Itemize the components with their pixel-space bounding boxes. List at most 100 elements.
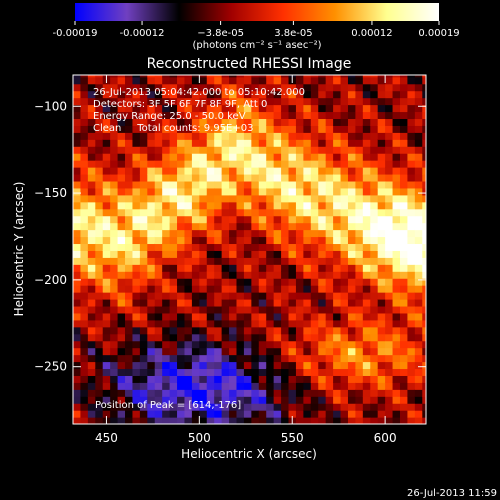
heatmap-cell: [95, 403, 104, 411]
heatmap-cell: [347, 347, 356, 356]
heatmap-cell: [221, 354, 230, 363]
heatmap-cell: [295, 76, 304, 85]
heatmap-cell: [303, 292, 312, 300]
heatmap-cell: [295, 75, 304, 78]
heatmap-cell: [251, 236, 260, 245]
heatmap-cell: [206, 403, 215, 411]
heatmap-cell: [340, 83, 349, 92]
heatmap-cell: [110, 125, 119, 133]
heatmap-cell: [199, 76, 208, 85]
heatmap-cell: [214, 410, 223, 418]
heatmap-cell: [80, 201, 89, 210]
heatmap-cell: [177, 180, 186, 189]
heatmap-cell: [243, 396, 252, 404]
heatmap-cell: [399, 146, 409, 154]
heatmap-cell: [117, 347, 126, 356]
heatmap-cell: [199, 340, 208, 349]
heatmap-cell: [206, 333, 215, 342]
heatmap-cell: [229, 76, 238, 85]
heatmap-cell: [229, 368, 238, 376]
heatmap-cell: [407, 375, 416, 383]
heatmap-cell: [132, 118, 141, 126]
heatmap-cell: [362, 173, 371, 182]
heatmap-cell: [370, 229, 379, 238]
heatmap-cell: [236, 375, 245, 383]
heatmap-cell: [295, 208, 304, 217]
heatmap-cell: [355, 83, 364, 92]
heatmap-cell: [87, 173, 96, 182]
y-axis-label: Heliocentric Y (arcsec): [12, 182, 26, 317]
heatmap-cell: [110, 354, 119, 363]
heatmap-cell: [184, 312, 193, 321]
heatmap-cell: [273, 83, 282, 92]
heatmap-cell: [370, 403, 379, 411]
heatmap-cell: [325, 97, 334, 106]
heatmap-cell: [139, 187, 148, 196]
heatmap-cell: [347, 167, 356, 175]
heatmap-cell: [177, 340, 186, 349]
heatmap-cell: [147, 118, 156, 126]
heatmap-cell: [95, 139, 104, 147]
heatmap-cell: [80, 97, 89, 106]
heatmap-cell: [214, 118, 223, 126]
heatmap-cell: [347, 236, 356, 245]
heatmap-cell: [347, 146, 356, 154]
heatmap-cell: [422, 319, 426, 328]
heatmap-cell: [333, 208, 342, 217]
axis-ticks: 450 500 550 600−100−150−200−250: [34, 75, 426, 445]
heatmap-cell: [407, 201, 416, 210]
heatmap-cell: [206, 118, 215, 126]
heatmap-cell: [392, 368, 401, 376]
heatmap-cell: [295, 236, 304, 245]
heatmap-cell: [325, 264, 334, 272]
heatmap-cell: [147, 104, 156, 113]
heatmap-cell: [80, 180, 89, 189]
heatmap-cell: [87, 76, 96, 85]
heatmap-cell: [355, 215, 364, 224]
heatmap-cell: [162, 139, 171, 147]
heatmap-cell: [258, 347, 267, 356]
heatmap-cell: [251, 410, 260, 418]
heatmap-cell: [266, 298, 275, 307]
heatmap-cell: [377, 194, 386, 203]
heatmap-cell: [370, 319, 379, 328]
heatmap-cell: [206, 75, 215, 78]
heatmap-cell: [414, 153, 423, 161]
heatmap-cell: [169, 361, 178, 370]
heatmap-cell: [73, 264, 82, 272]
heatmap-cell: [325, 236, 334, 245]
heatmap-cell: [236, 340, 245, 349]
heatmap-cell: [266, 97, 275, 106]
heatmap-cell: [281, 83, 290, 92]
heatmap-cell: [214, 292, 223, 300]
heatmap-cell: [177, 208, 186, 217]
heatmap-cell: [177, 389, 186, 397]
heatmap-cell: [362, 354, 371, 363]
heatmap-cell: [288, 243, 297, 251]
heatmap-cell: [310, 354, 319, 363]
heatmap-cell: [385, 347, 394, 356]
heatmap-cell: [414, 167, 423, 175]
heatmap-cell: [214, 312, 223, 321]
heatmap-cell: [266, 417, 275, 424]
heatmap-cell: [362, 75, 371, 78]
heatmap-cell: [414, 180, 423, 189]
heatmap-cell: [370, 83, 379, 92]
heatmap-cell: [258, 278, 267, 286]
heatmap-cell: [333, 264, 342, 272]
heatmap-cell: [258, 257, 267, 265]
heatmap-cell: [414, 201, 423, 210]
heatmap-cell: [385, 417, 394, 424]
heatmap-cell: [399, 201, 409, 210]
heatmap-cell: [206, 389, 215, 397]
heatmap-cell: [214, 285, 223, 293]
heatmap-cell: [243, 167, 252, 175]
heatmap-cell: [355, 229, 364, 238]
heatmap-cell: [184, 271, 193, 279]
heatmap-cell: [236, 139, 245, 147]
heatmap-cell: [125, 139, 134, 147]
heatmap-cell: [251, 340, 260, 349]
heatmap-cell: [87, 118, 96, 126]
heatmap-cell: [95, 76, 104, 85]
heatmap-cell: [87, 146, 96, 154]
